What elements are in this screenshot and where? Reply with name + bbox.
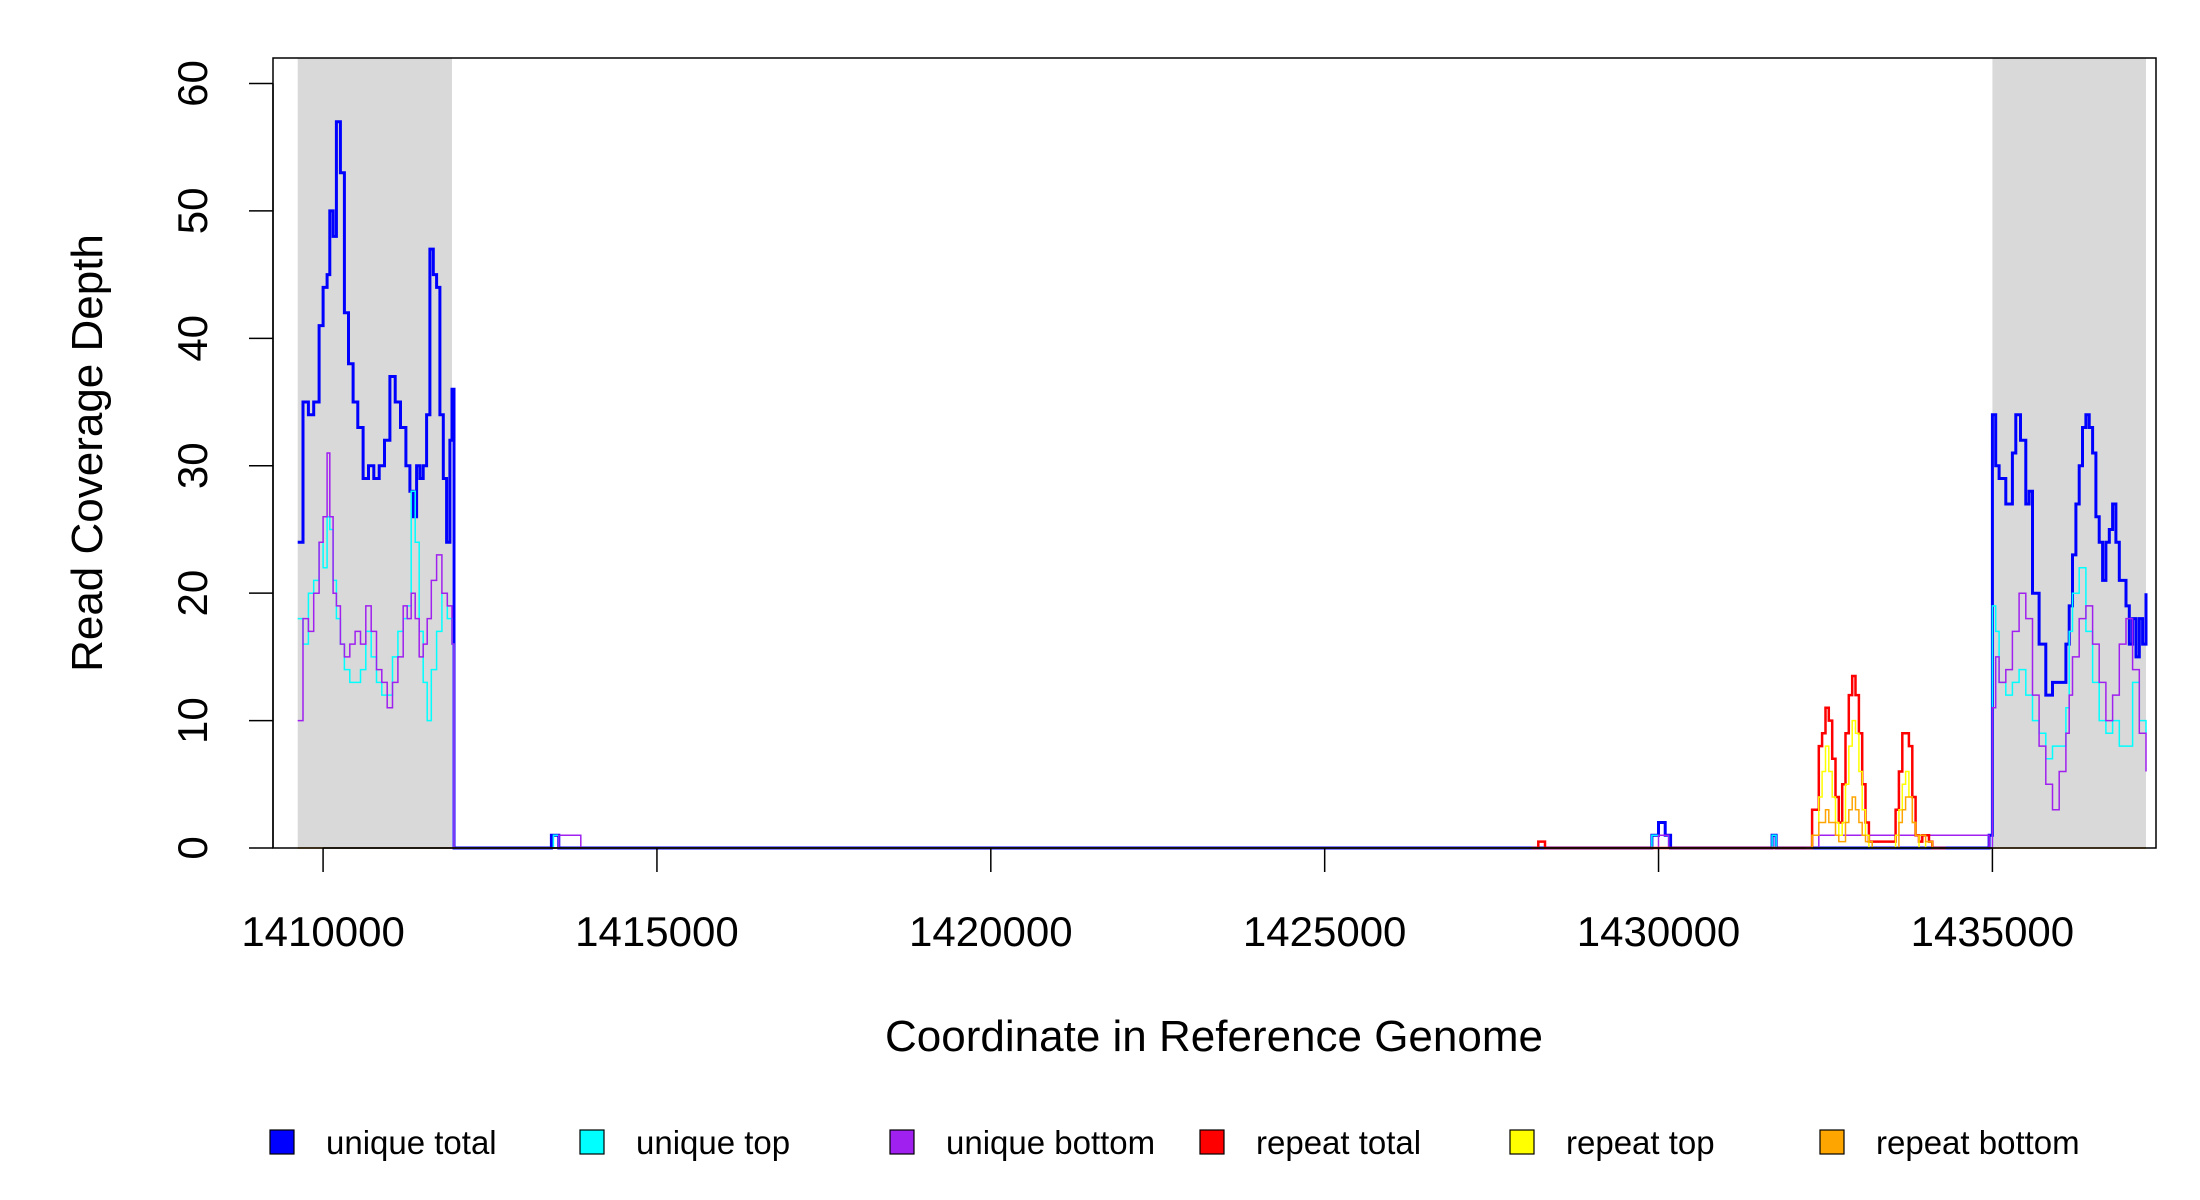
legend-label: unique bottom bbox=[946, 1124, 1155, 1161]
x-tick-label: 1425000 bbox=[1243, 908, 1407, 955]
plot-frame bbox=[272, 57, 2157, 849]
legend-swatch bbox=[1199, 1129, 1225, 1155]
series-line-unique-total bbox=[297, 120, 2148, 850]
legend-item: repeat top bbox=[1509, 1124, 1715, 1161]
legend-swatch bbox=[579, 1129, 605, 1155]
legend-label: repeat total bbox=[1256, 1124, 1421, 1161]
x-tick-label: 1435000 bbox=[1911, 908, 2075, 955]
y-tick-label: 0 bbox=[169, 836, 216, 859]
legend-swatch bbox=[1509, 1129, 1535, 1155]
shaded-regions bbox=[297, 58, 2146, 848]
x-tick-label: 1415000 bbox=[575, 908, 739, 955]
x-tick-label: 1410000 bbox=[241, 908, 405, 955]
legend-swatch bbox=[889, 1129, 915, 1155]
series-line-unique-bottom bbox=[297, 452, 2147, 849]
series-line-unique-top bbox=[297, 490, 2147, 849]
series-line-repeat-total bbox=[1531, 674, 1946, 850]
y-axis-title: Read Coverage Depth bbox=[63, 234, 112, 672]
series-line-repeat-bottom bbox=[297, 796, 2146, 849]
x-axis-title: Coordinate in Reference Genome bbox=[885, 1012, 1543, 1061]
y-tick-label: 60 bbox=[169, 60, 216, 107]
legend-label: unique total bbox=[326, 1124, 497, 1161]
legend-item: unique top bbox=[579, 1124, 790, 1161]
y-tick-label: 50 bbox=[169, 188, 216, 235]
legend-item: unique total bbox=[269, 1124, 497, 1161]
series-line-repeat-top bbox=[1805, 719, 1939, 849]
y-axis: 0 10 20 30 40 50 60 bbox=[169, 60, 274, 860]
series-lines bbox=[297, 120, 2148, 850]
x-tick-label: 1420000 bbox=[909, 908, 1073, 955]
y-tick-label: 30 bbox=[169, 442, 216, 489]
y-tick-label: 10 bbox=[169, 697, 216, 744]
legend-item: unique bottom bbox=[889, 1124, 1155, 1161]
shaded-region-1 bbox=[297, 58, 452, 848]
legend-swatch bbox=[269, 1129, 295, 1155]
legend-item: repeat bottom bbox=[1819, 1124, 2080, 1161]
y-tick-label: 20 bbox=[169, 570, 216, 617]
legend-label: repeat bottom bbox=[1876, 1124, 2080, 1161]
x-tick-label: 1430000 bbox=[1577, 908, 1741, 955]
legend: unique total unique top unique bottom repea… bbox=[269, 1124, 2080, 1161]
legend-swatch bbox=[1819, 1129, 1845, 1155]
x-axis: 1410000 1415000 1420000 1425000 1430000 14350… bbox=[241, 847, 2075, 955]
y-tick-label: 40 bbox=[169, 315, 216, 362]
legend-item: repeat total bbox=[1199, 1124, 1421, 1161]
legend-label: repeat top bbox=[1566, 1124, 1715, 1161]
legend-label: unique top bbox=[636, 1124, 790, 1161]
